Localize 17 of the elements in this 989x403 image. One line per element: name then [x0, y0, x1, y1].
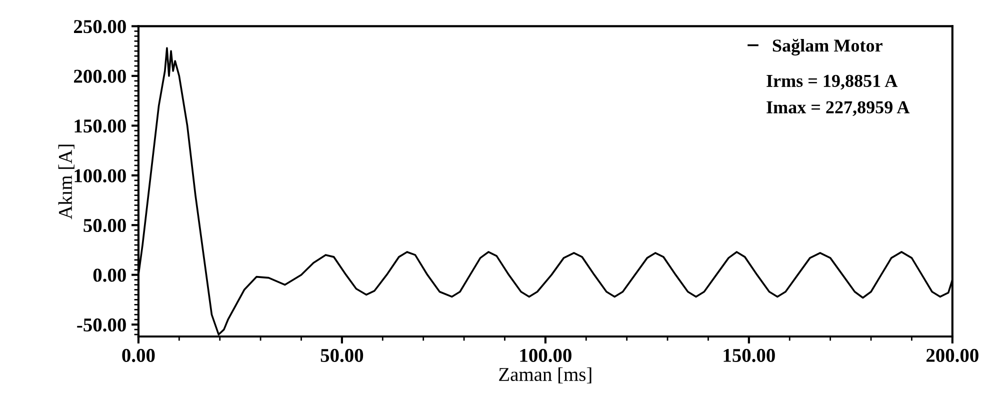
y-tick-label: -50.00: [77, 318, 126, 332]
y-axis-title: Akım [A]: [58, 144, 74, 220]
y-tick-label: 200.00: [74, 70, 126, 83]
y-tick-label: 50.00: [84, 218, 126, 232]
y-tick-label: 100.00: [74, 169, 126, 182]
x-axis-title: Zaman [ms]: [499, 367, 592, 384]
x-tick-label: 0.00: [122, 348, 155, 362]
legend-label: Sağlam Motor: [772, 38, 882, 56]
annotation: Irms = 19,8851 A: [766, 74, 898, 90]
y-tick-label: 150.00: [74, 119, 126, 133]
x-tick-label: 50.00: [320, 348, 364, 362]
y-tick-label: 250.00: [74, 20, 126, 34]
x-tick-label: 150.00: [724, 348, 775, 362]
annotation: Imax = 227,8959 A: [766, 101, 910, 116]
y-tick-label: 0.00: [93, 268, 126, 282]
x-tick-label: 200.00: [926, 348, 978, 362]
x-tick-label: 100.00: [520, 348, 572, 362]
